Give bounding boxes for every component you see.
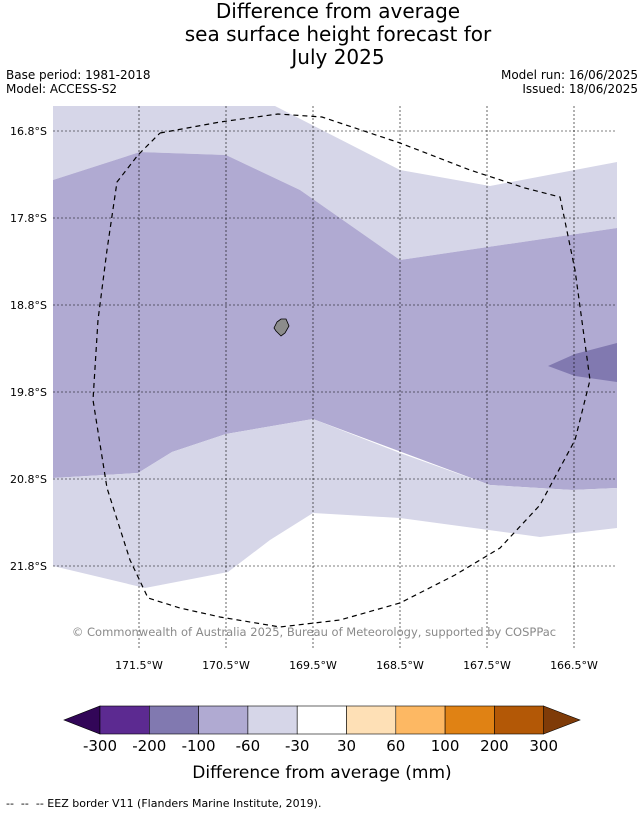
- lat-label: 19.8°S: [10, 386, 47, 399]
- lat-label: 21.8°S: [10, 560, 47, 573]
- model-name: Model: ACCESS-S2: [6, 82, 118, 96]
- colorbar-segments: [63, 705, 581, 735]
- colorbar-segment: [346, 705, 397, 735]
- band-light-bottom: [53, 419, 617, 588]
- graticule: [53, 106, 617, 650]
- title-line-3: July 2025: [291, 45, 385, 69]
- band-light-top: [53, 106, 617, 260]
- island-land: [273, 318, 290, 337]
- colorbar-tick-label: -60: [236, 737, 261, 755]
- lon-label: 166.5°W: [550, 659, 598, 672]
- meta-right: Model run: 16/06/2025 Issued: 18/06/2025: [501, 68, 638, 96]
- colorbar-tick-label: -100: [182, 737, 216, 755]
- colorbar-tick-label: 60: [386, 737, 405, 755]
- title-line-2: sea surface height forecast for: [184, 22, 492, 46]
- colorbar-ticks: -300 -200 -100 -60 -30 30 60 100 200 300: [83, 737, 558, 755]
- colorbar-tick-label: -300: [83, 737, 117, 755]
- colorbar-legend: -300 -200 -100 -60 -30 30 60 100 200 300 Differen…: [63, 705, 581, 783]
- colorbar-tick-label: -200: [132, 737, 166, 755]
- colorbar-segment: [149, 705, 199, 735]
- title-line-1: Difference from average: [215, 0, 461, 23]
- colorbar-tick-label: 200: [480, 737, 509, 755]
- lon-label: 169.5°W: [289, 659, 337, 672]
- colorbar-segment: [444, 705, 495, 735]
- lat-label: 18.8°S: [10, 299, 47, 312]
- eez-border: [92, 113, 591, 628]
- band-dark-east: [548, 343, 617, 382]
- base-period: Base period: 1981-2018: [6, 68, 151, 82]
- meta-left: Base period: 1981-2018 Model: ACCESS-S2: [6, 68, 151, 96]
- lat-label: 17.8°S: [10, 212, 47, 225]
- eez-footnote: -- -- -- EEZ border V11 (Flanders Marine…: [6, 797, 322, 810]
- colorbar-label: Difference from average (mm): [192, 763, 451, 783]
- colorbar-arrow-high: [543, 705, 581, 735]
- colorbar-segment: [296, 705, 347, 735]
- lon-label: 168.5°W: [376, 659, 424, 672]
- colorbar-tick-label: 300: [529, 737, 558, 755]
- colorbar-segment: [395, 705, 446, 735]
- issued-date: Issued: 18/06/2025: [522, 82, 638, 96]
- lat-label: 16.8°S: [10, 125, 47, 138]
- map-title: Difference from average sea surface heig…: [0, 0, 644, 69]
- longitude-labels: 171.5°W 170.5°W 169.5°W 168.5°W 167.5°W 166.5…: [115, 659, 598, 672]
- colorbar-tick-label: 100: [431, 737, 460, 755]
- colorbar-tick-label: 30: [337, 737, 356, 755]
- sea-level-map: © Commonwealth of Australia 2025, Bureau…: [10, 106, 617, 672]
- colorbar-segment: [99, 705, 150, 735]
- copyright-notice: © Commonwealth of Australia 2025, Bureau…: [72, 625, 556, 639]
- band-mid: [53, 152, 617, 490]
- colorbar-arrow-low: [63, 705, 101, 735]
- model-run: Model run: 16/06/2025: [500, 68, 638, 82]
- lon-label: 167.5°W: [463, 659, 511, 672]
- colorbar-segment: [494, 705, 544, 735]
- lon-label: 171.5°W: [115, 659, 163, 672]
- colorbar-segment: [247, 705, 298, 735]
- colorbar-segment: [198, 705, 249, 735]
- lat-label: 20.8°S: [10, 473, 47, 486]
- lon-label: 170.5°W: [202, 659, 250, 672]
- latitude-labels: 16.8°S 17.8°S 18.8°S 19.8°S 20.8°S 21.8°S: [10, 125, 47, 573]
- colorbar-tick-label: -30: [285, 737, 310, 755]
